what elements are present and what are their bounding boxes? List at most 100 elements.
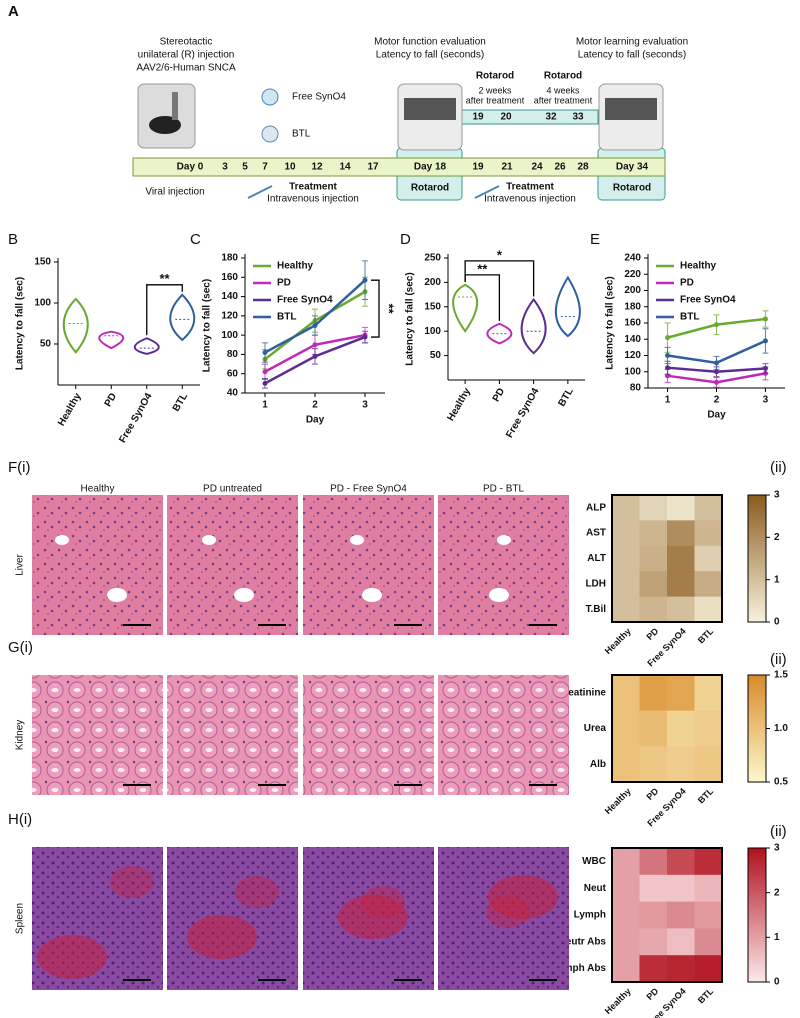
- y-tick-label: 140: [221, 291, 238, 302]
- y-axis-label: Latency to fall (sec): [202, 279, 213, 372]
- evaluation-text: Latency to fall (seconds): [376, 50, 484, 61]
- timeline-day: 26: [554, 162, 566, 173]
- heatmap-cell: [612, 928, 640, 956]
- heatmap-cell: [639, 848, 668, 876]
- column-label: BTL: [696, 786, 716, 806]
- histology-image: [438, 675, 569, 795]
- row-label: Alb: [590, 759, 606, 770]
- heatmap-cell: [667, 545, 695, 572]
- legend-label: PD: [680, 278, 694, 289]
- rotarod-note: 2 weeks: [478, 85, 512, 95]
- row-label: AST: [586, 528, 606, 539]
- treatment-name: BTL: [292, 129, 311, 140]
- significance-label: **: [159, 271, 170, 286]
- significance-label: **: [382, 304, 397, 315]
- rotarod-day: 33: [572, 112, 584, 123]
- y-tick-label: 150: [424, 301, 441, 312]
- histology-image: [167, 495, 298, 635]
- y-tick-label: 240: [624, 253, 641, 264]
- data-point: [714, 360, 719, 366]
- histology-image: [32, 675, 163, 795]
- vessel: [202, 535, 216, 545]
- y-tick-label: 120: [221, 310, 238, 321]
- colorbar-label: 3: [774, 843, 780, 854]
- panel-label: D: [400, 231, 411, 248]
- row-label: Urea: [584, 723, 607, 734]
- heatmap-cell: [639, 955, 668, 983]
- heatmap-cell: [639, 874, 668, 903]
- y-tick-label: 180: [221, 253, 238, 264]
- colorbar-label: 1: [774, 574, 780, 585]
- stereotax-icon: [137, 83, 196, 149]
- heatmap-cell: [667, 596, 695, 623]
- timeline-day: 5: [242, 162, 248, 173]
- vessel: [350, 535, 364, 545]
- heatmap-cell: [667, 955, 695, 983]
- row-label: LDH: [585, 579, 606, 590]
- heatmap-frame: [611, 494, 723, 623]
- significance-bracket: [371, 279, 380, 338]
- heatmap-cell: [612, 596, 640, 623]
- violin: [452, 283, 479, 333]
- row-label: T.Bil: [585, 604, 606, 615]
- significance-bracket: [464, 274, 501, 321]
- data-point: [665, 353, 671, 358]
- heatmap-cell: [667, 874, 695, 903]
- column-title: PD untreated: [203, 484, 262, 495]
- data-point: [714, 369, 719, 375]
- heatmap-cell: [639, 495, 668, 521]
- x-tick-label: Free SynO4: [504, 386, 542, 440]
- viral-text: Viral injection: [145, 187, 204, 198]
- injection-text: unilateral (R) injection: [138, 50, 235, 61]
- heatmap-cell: [612, 874, 640, 903]
- colorbar-label: 2: [774, 887, 780, 898]
- tissue-label: Spleen: [15, 903, 26, 934]
- x-tick-label: 3: [362, 400, 368, 411]
- mouse-icon: [149, 116, 181, 134]
- significance-bracket: [146, 284, 183, 336]
- y-tick-label: 180: [624, 301, 641, 312]
- legend-label: PD: [277, 278, 291, 289]
- heatmap-cell: [667, 746, 695, 783]
- timeline-day: 17: [367, 162, 379, 173]
- heatmap-cell: [694, 596, 723, 623]
- vessel: [234, 588, 254, 602]
- heatmap-cell: [694, 675, 723, 712]
- y-axis-label: Latency to fall (sec): [605, 276, 616, 369]
- heatmap-frame: [611, 847, 723, 983]
- x-tick-label: 2: [714, 395, 720, 406]
- histology-image: [438, 847, 569, 990]
- heatmap-cell: [639, 596, 668, 623]
- red-pulp: [187, 915, 257, 959]
- panel-label: C: [190, 231, 201, 248]
- y-tick-label: 100: [221, 330, 238, 341]
- colorbar-label: 1: [774, 932, 780, 943]
- rotarod-title: Rotarod: [544, 71, 582, 82]
- column-label: BTL: [696, 626, 716, 646]
- rotarod-label: Rotarod: [613, 183, 651, 194]
- treatment-title: Treatment: [289, 182, 337, 193]
- red-pulp: [37, 935, 107, 979]
- treatment-name: Free SynO4: [292, 92, 346, 103]
- x-tick-label: BTL: [557, 386, 576, 408]
- red-pulp: [488, 875, 558, 919]
- row-label: Lymph: [574, 910, 606, 921]
- y-tick-label: 100: [624, 366, 641, 377]
- timeline-day: 19: [472, 162, 484, 173]
- timeline-bar: [132, 157, 666, 177]
- data-point: [262, 350, 268, 355]
- heatmap-cell: [612, 675, 640, 712]
- column-label: PD: [644, 626, 660, 642]
- row-label: Lymph Abs: [552, 963, 606, 974]
- violin: [133, 337, 160, 355]
- timeline-day: 10: [284, 162, 296, 173]
- treatment-route: Intravenous injection: [267, 194, 359, 205]
- row-label: ALP: [586, 502, 606, 513]
- heatmap-cell: [612, 545, 640, 572]
- data-point: [762, 316, 768, 322]
- rotarod-day: 19: [472, 112, 484, 123]
- heatmap-cell: [639, 901, 668, 929]
- data-point: [262, 369, 268, 375]
- y-tick-label: 200: [624, 285, 641, 296]
